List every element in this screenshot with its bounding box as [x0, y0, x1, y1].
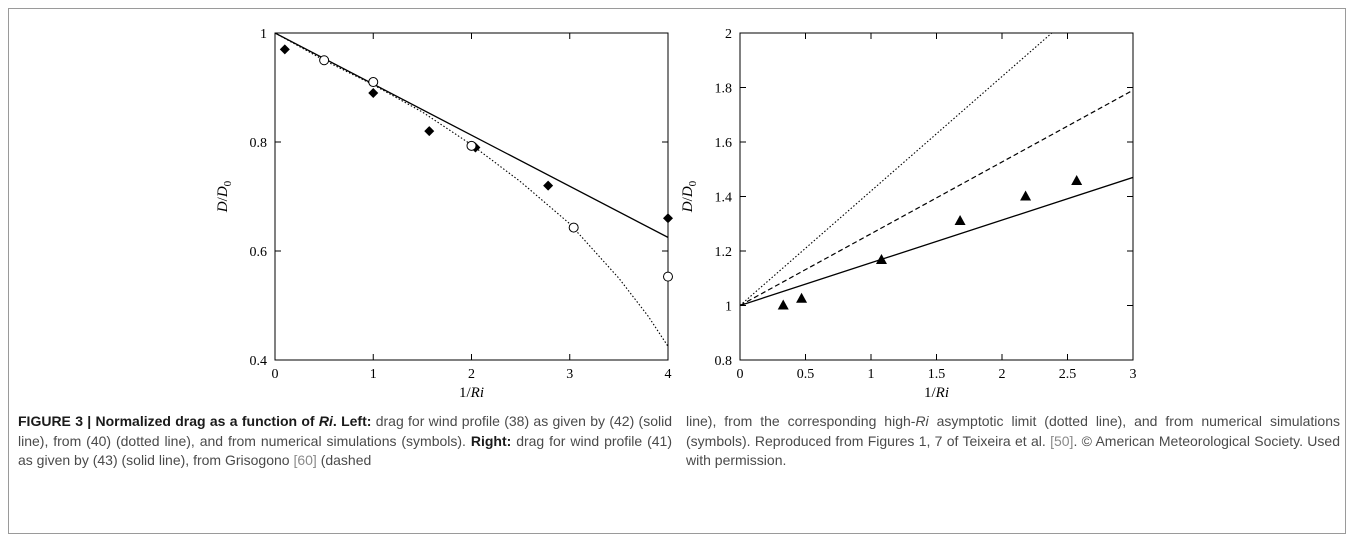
caption-left-label: Left: — [341, 413, 371, 429]
panel-right-series-group — [740, 33, 1133, 306]
panel-left-xtick-label: 4 — [665, 367, 672, 382]
panel-left-xlabel: 1/Ri — [459, 385, 484, 401]
panel-right-xtick-label: 2.5 — [1059, 367, 1077, 382]
panel-right-triangle-point — [778, 300, 789, 310]
panel-right-ytick-label: 1 — [725, 300, 732, 315]
panel-left-ytick-label: 0.8 — [250, 136, 268, 151]
figure-charts: 0 1 2 3 4 0.4 0.6 0.8 1 1/Ri D/D0 0 0.5 1 1.5 2 2.5 3 0.8 1… — [0, 0, 1354, 410]
panel-right-xtick-label: 0.5 — [797, 367, 815, 382]
panel-right-xtick-label: 3 — [1130, 367, 1137, 382]
caption-figure-label: FIGURE 3 | Normalized drag as a function… — [18, 413, 319, 429]
panel-right-ytick-label: 1.4 — [715, 191, 733, 206]
panel-left-xtick-label: 0 — [272, 367, 279, 382]
panel-left-dotted-line — [275, 33, 668, 346]
panel-left-ytick-label: 0.4 — [250, 354, 268, 369]
caption-right-column: line), from the corresponding high-Ri as… — [686, 412, 1340, 471]
panel-left-diamond-point — [424, 126, 434, 136]
panel-right-ytick-label: 1.6 — [715, 136, 733, 151]
panel-left-circle-point — [320, 56, 329, 65]
panel-right-ytick-label: 2 — [725, 27, 732, 42]
panel-right-xtick-label: 1 — [868, 367, 875, 382]
panel-right-dotted-line — [740, 33, 1052, 306]
panel-left-diamond-point — [663, 213, 673, 223]
panel-right-triangle-point — [876, 254, 887, 264]
panel-left-diamond-point — [368, 88, 378, 98]
panel-right-xtick-label: 0 — [737, 367, 744, 382]
panel-left-ylabel: D/D0 — [215, 180, 234, 213]
panel-right-triangle-point — [796, 293, 807, 303]
panel-right-ytick-label: 1.8 — [715, 82, 733, 97]
panel-left-diamond-point — [543, 181, 553, 191]
panel-left-circle-point — [467, 141, 476, 150]
panel-left-diamond-point — [280, 44, 290, 54]
panel-left-circle-point — [569, 223, 578, 232]
panel-right-ytick-label: 0.8 — [715, 354, 733, 369]
panel-right-triangle-point — [955, 215, 966, 225]
caption-right-label: Right: — [471, 433, 511, 449]
panel-left-solid-line — [275, 33, 668, 237]
caption-ref-50[interactable]: [50] — [1050, 433, 1073, 449]
panel-left-xtick-label: 1 — [370, 367, 377, 382]
panel-right-solid-line — [740, 177, 1133, 305]
caption-ri-2: Ri — [915, 413, 928, 429]
panel-left-circle-point — [369, 78, 378, 87]
panel-right-triangle-point — [1071, 175, 1082, 185]
panel-left-series-group — [275, 33, 668, 346]
panel-left-circle-point — [664, 272, 673, 281]
panel-left-ytick-label: 0.6 — [250, 245, 268, 260]
caption-ref-60[interactable]: [60] — [293, 452, 316, 468]
panel-left-plot-frame — [275, 33, 668, 360]
caption-left-column: FIGURE 3 | Normalized drag as a function… — [18, 412, 672, 471]
panel-right-ytick-label: 1.2 — [715, 245, 733, 260]
panel-left-ytick-label: 1 — [260, 27, 267, 42]
panel-right-xtick-label: 1.5 — [928, 367, 946, 382]
panel-left-xtick-label: 2 — [468, 367, 475, 382]
panel-left-xtick-label: 3 — [566, 367, 573, 382]
panel-right-triangle-point — [1020, 191, 1031, 201]
panel-right-xlabel: 1/Ri — [924, 385, 949, 401]
panel-right-xtick-label: 2 — [999, 367, 1006, 382]
panel-right-ylabel: D/D0 — [680, 180, 699, 213]
panel-right-dashed-line — [740, 90, 1133, 305]
caption-ri: Ri — [319, 413, 333, 429]
